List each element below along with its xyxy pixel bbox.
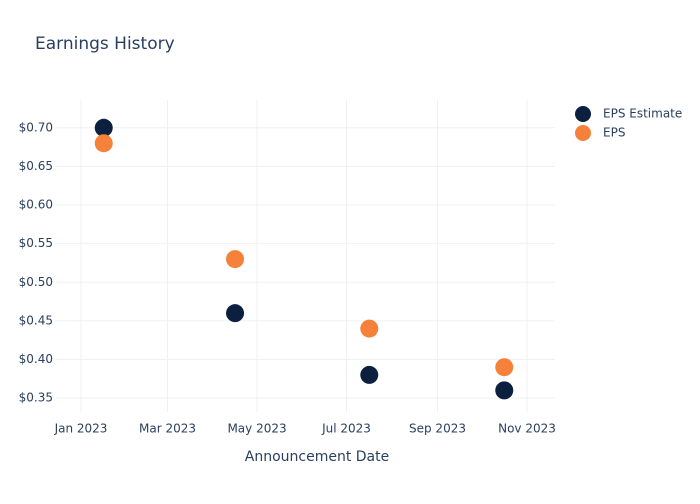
x-tick-label: May 2023 — [227, 422, 286, 436]
point — [94, 118, 113, 137]
legend-label: EPS Estimate — [603, 107, 682, 121]
point — [94, 134, 113, 153]
y-tick-label: $0.70 — [19, 120, 53, 134]
y-tick-label: $0.50 — [19, 275, 53, 289]
legend-marker — [575, 125, 591, 141]
legend-label: EPS — [603, 126, 625, 140]
x-tick-label: Jul 2023 — [321, 422, 371, 436]
y-tick-label: $0.45 — [19, 313, 53, 327]
y-tick-label: $0.60 — [19, 198, 53, 212]
point — [226, 304, 245, 323]
x-tick-label: Mar 2023 — [139, 422, 196, 436]
point — [360, 319, 379, 338]
y-tick-label: $0.40 — [19, 352, 53, 366]
x-axis-title: Announcement Date — [245, 449, 389, 465]
x-tick-label: Sep 2023 — [409, 422, 466, 436]
y-tick-label: $0.65 — [19, 159, 53, 173]
x-tick-label: Nov 2023 — [498, 422, 556, 436]
point — [226, 250, 245, 269]
chart-title: Earnings History — [35, 34, 175, 54]
point — [495, 381, 514, 400]
y-tick-label: $0.35 — [19, 391, 53, 405]
point — [360, 365, 379, 384]
legend-marker — [575, 106, 591, 122]
y-tick-label: $0.55 — [19, 236, 53, 250]
x-tick-label: Jan 2023 — [54, 422, 108, 436]
point — [495, 358, 514, 377]
